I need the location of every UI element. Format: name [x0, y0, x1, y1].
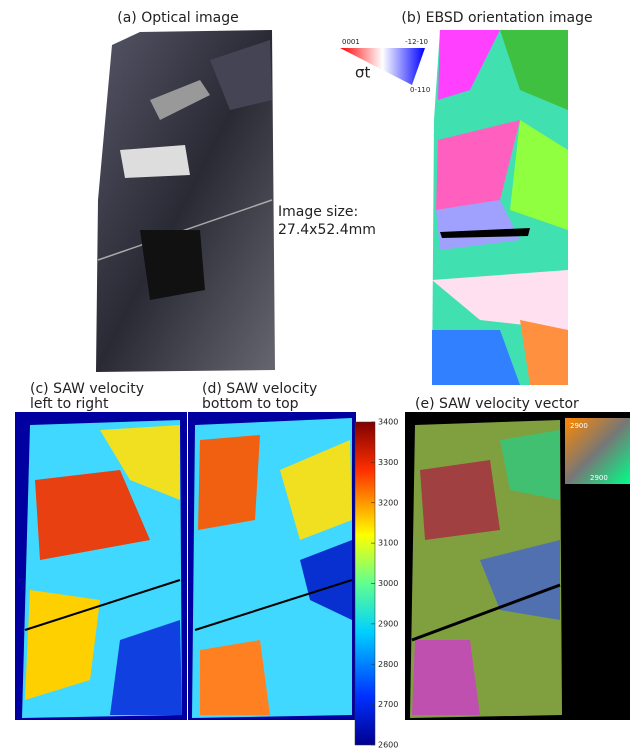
saw-bt-image	[188, 412, 356, 720]
colorbar-tick-label: 2900	[378, 619, 398, 628]
panel-title: (b) EBSD orientation image	[401, 10, 592, 26]
panel-title: left to right	[30, 396, 109, 412]
optical-image	[96, 30, 275, 372]
figure: 0001 -12-10 0-110 σt 2900 2900 (a) Optic…	[0, 0, 630, 751]
colorbar-tick-label: 3100	[378, 539, 398, 548]
colorbar-tick-label: 3300	[378, 458, 398, 467]
panel-title: (a) Optical image	[117, 10, 238, 26]
key-label: 2900	[570, 422, 588, 430]
colorbar-tick-label: 2700	[378, 700, 398, 709]
colorbar-tick-label: 2800	[378, 660, 398, 669]
panel-title: (c) SAW velocity	[30, 381, 144, 397]
colorbar-tick-label: 3000	[378, 579, 398, 588]
key-label: -12-10	[405, 38, 428, 46]
panel-title: (d) SAW velocity	[202, 381, 317, 397]
panel-title: bottom to top	[202, 396, 299, 412]
key-label: 0001	[342, 38, 360, 46]
note: 27.4x52.4mm	[278, 222, 376, 238]
colorbar-tick-label: 3200	[378, 498, 398, 507]
note: Image size:	[278, 204, 358, 220]
key-label: 2900	[590, 474, 608, 482]
colorbar-tick-label: 2600	[378, 741, 398, 750]
ebsd-image	[432, 30, 568, 385]
ebsd-key	[340, 48, 425, 85]
saw-lr-image	[15, 412, 187, 720]
key-symbol: σt	[355, 64, 371, 82]
panel-title: (e) SAW velocity vector	[415, 396, 579, 412]
key-label: 0-110	[410, 86, 430, 94]
colorbar-tick-label: 3400	[378, 418, 398, 427]
